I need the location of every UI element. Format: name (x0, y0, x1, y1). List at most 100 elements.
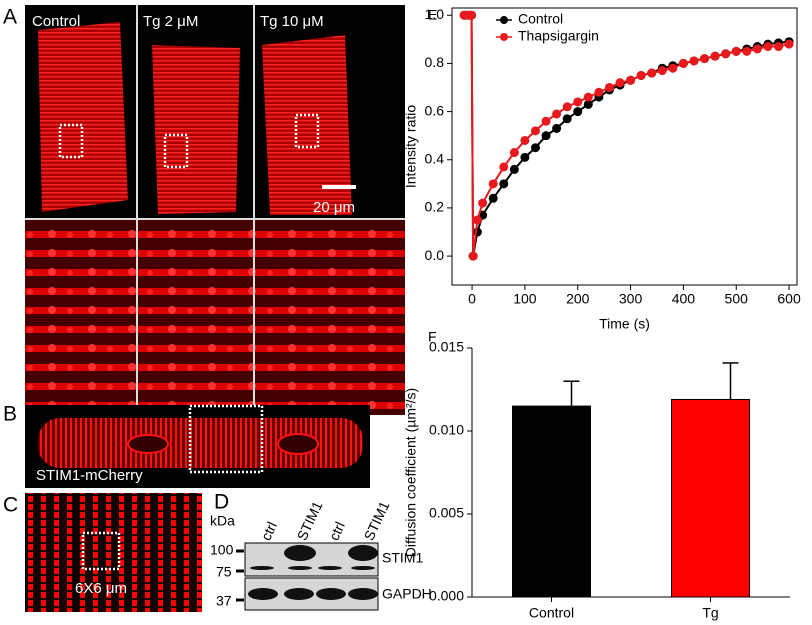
data-point (647, 68, 657, 78)
y-tick-label: 0.005 (429, 505, 464, 521)
x-tick-label: 100 (513, 291, 537, 307)
data-point (541, 116, 551, 126)
x-tick-label: 600 (777, 291, 801, 307)
data-point (774, 42, 784, 52)
x-axis-label: Time (s) (599, 316, 650, 332)
blot-bands (248, 545, 378, 600)
data-point (678, 58, 688, 68)
band-label: STIM1 (382, 550, 423, 566)
marker-label: 37 (216, 593, 232, 609)
y-tick-label: 0.015 (429, 339, 464, 355)
panel-label: F (428, 329, 437, 345)
image-label: Control (32, 13, 80, 30)
data-point (467, 10, 477, 20)
x-tick-label: Tg (702, 605, 718, 621)
data-point (573, 107, 583, 117)
data-point (562, 114, 572, 124)
data-point (731, 46, 741, 56)
nucleus (277, 433, 319, 455)
zoom-image (25, 493, 202, 612)
data-point (488, 193, 498, 203)
data-point (530, 126, 540, 136)
data-point (509, 164, 519, 174)
legend-marker (500, 33, 508, 41)
marker-label: 100 (210, 542, 234, 558)
data-point (478, 198, 488, 208)
legend-marker (500, 16, 508, 24)
data-point (488, 179, 498, 189)
x-tick-label: 0 (468, 291, 476, 307)
data-point (552, 123, 562, 133)
data-point (499, 162, 509, 172)
y-tick-label: 0.2 (425, 199, 445, 215)
data-point (520, 152, 530, 162)
panel-label: C (3, 494, 18, 517)
data-point (710, 51, 720, 61)
x-tick-label: 300 (619, 291, 643, 307)
roi-box (294, 113, 320, 149)
y-tick-label: 0.4 (425, 150, 445, 166)
y-axis-label: Intensity ratio (403, 105, 419, 188)
data-point (657, 66, 667, 76)
roi-box (81, 531, 121, 571)
data-point (668, 63, 678, 73)
data-point (573, 97, 583, 107)
image-label: Tg 2 μM (143, 13, 198, 30)
roi-box (188, 404, 264, 474)
data-point (689, 56, 699, 66)
data-point (509, 148, 519, 158)
bar (512, 405, 591, 598)
lane-label: ctrl (326, 519, 348, 543)
y-tick-label: 0.0 (425, 247, 445, 263)
data-point (742, 46, 752, 56)
data-point (520, 135, 530, 145)
marker-ticks (236, 549, 244, 602)
data-point (700, 54, 710, 64)
data-point (721, 49, 731, 59)
plot-frame (451, 7, 798, 286)
data-point (562, 102, 572, 112)
data-point (594, 87, 604, 97)
data-point (472, 227, 482, 237)
image-label: 6X6 μm (75, 580, 127, 597)
legend-label: Thapsigargin (518, 28, 599, 44)
data-point (472, 215, 482, 225)
image-label: Tg 10 μM (260, 13, 324, 30)
y-axis-label: Diffusion coefficient (µm²/s) (403, 388, 419, 557)
y-tick-label: 0.010 (429, 422, 464, 438)
x-tick-label: 400 (672, 291, 696, 307)
y-tick-label: 0.6 (425, 102, 445, 118)
cell (152, 45, 240, 214)
data-point (636, 70, 646, 80)
legend-label: Control (518, 11, 563, 27)
x-tick-label: Control (529, 605, 574, 621)
roi-box (58, 123, 84, 159)
panel-label: E (428, 7, 437, 23)
data-point (626, 75, 636, 85)
scale-label: 20 μm (313, 199, 355, 216)
lane-label: ctrl (258, 519, 280, 543)
data-point (499, 179, 509, 189)
data-point (583, 99, 593, 109)
data-point (615, 78, 625, 88)
cell (262, 35, 352, 215)
band-label: GAPDH (382, 586, 432, 602)
panel-label: B (3, 403, 17, 426)
marker-label: 75 (216, 564, 232, 580)
zoom-image (25, 220, 405, 415)
x-tick-label: 200 (566, 291, 590, 307)
y-tick-label: 0.000 (429, 588, 464, 604)
data-point (763, 42, 773, 52)
data-point (468, 251, 478, 261)
data-point (752, 44, 762, 54)
y-tick-label: 0.8 (425, 54, 445, 70)
x-tick-label: 500 (725, 291, 749, 307)
bar (671, 398, 750, 598)
nucleus (127, 434, 169, 454)
data-point (530, 143, 540, 153)
panel-label: D (214, 491, 229, 514)
panel-label: A (3, 6, 17, 29)
lane-label: STIM1 (361, 499, 393, 543)
cell (38, 418, 363, 468)
